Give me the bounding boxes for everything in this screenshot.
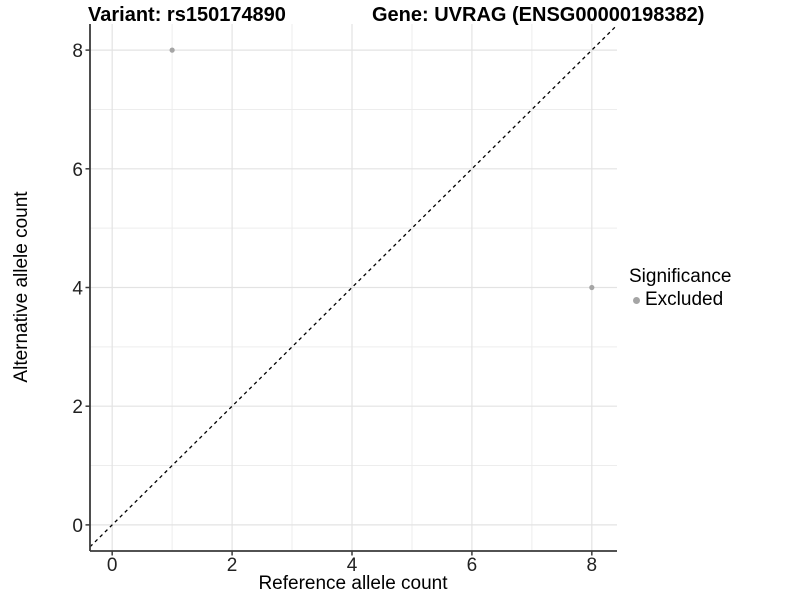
data-point xyxy=(589,284,595,291)
identity-dashed-line xyxy=(89,24,618,548)
y-tick-label: 0 xyxy=(72,516,83,537)
x-tick-label: 8 xyxy=(587,555,598,576)
x-tick-label: 0 xyxy=(107,555,118,576)
variant-title: Variant: rs150174890 xyxy=(88,4,286,26)
data-point xyxy=(169,47,175,53)
x-tick-label: 4 xyxy=(347,555,358,576)
y-tick-label: 4 xyxy=(72,279,83,300)
legend: Significance Excluded xyxy=(629,266,731,311)
legend-item-label: Excluded xyxy=(645,289,724,310)
y-tick-label: 8 xyxy=(72,41,83,62)
x-axis-title: Reference allele count xyxy=(258,573,448,594)
legend-item-excluded: Excluded xyxy=(629,289,731,311)
y-tick-label: 2 xyxy=(72,397,83,418)
y-axis-title: Alternative allele count xyxy=(11,191,32,383)
legend-point-icon xyxy=(633,296,640,304)
x-tick-label: 6 xyxy=(467,555,478,576)
plot-dynamic-layer: 0 2 4 6 8 0 2 4 6 8 xyxy=(72,24,618,576)
x-tick-label: 2 xyxy=(227,555,238,576)
y-tick-label: 6 xyxy=(72,160,83,181)
gene-title: Gene: UVRAG (ENSG00000198382) xyxy=(372,4,705,26)
legend-title: Significance xyxy=(629,266,732,287)
